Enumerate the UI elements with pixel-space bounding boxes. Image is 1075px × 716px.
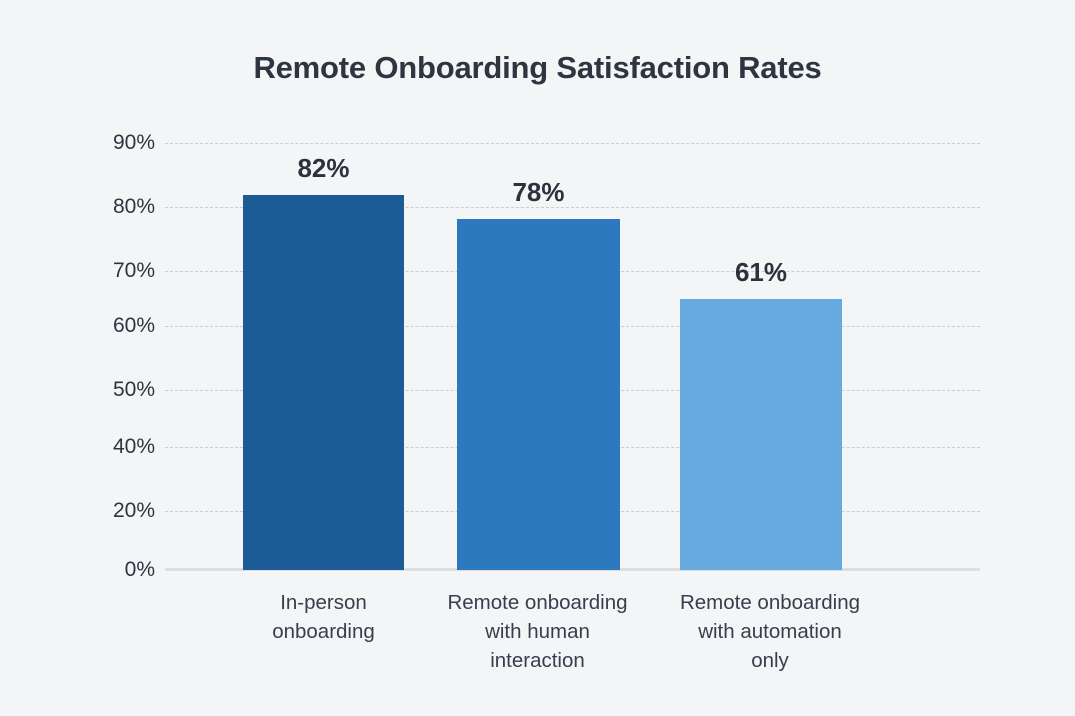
y-axis: 90% 80% 70% 60% 50% 40% 20% 0% [0, 131, 155, 581]
plot-area: 82% 78% 61% [165, 143, 980, 571]
x-category-label-2: Remote onboarding with automation only [679, 591, 861, 672]
x-category-label-0: In-person onboarding [272, 591, 375, 643]
bar-remote-with-human-interaction[interactable] [457, 219, 620, 570]
gridline-90 [165, 143, 980, 144]
y-tick-label: 80% [112, 195, 155, 218]
bar-value-label: 82% [297, 153, 350, 183]
gridline-80 [165, 207, 980, 208]
bar-remote-with-automation-only[interactable] [680, 299, 842, 570]
bar-value-label: 61% [734, 257, 788, 287]
x-category-label-1: Remote onboarding with human interaction [447, 591, 628, 672]
y-tick-label: 20% [112, 499, 155, 522]
y-tick-label: 50% [112, 378, 155, 401]
bar-value-label: 78% [512, 177, 565, 207]
y-tick-label: 70% [112, 259, 155, 282]
page-title: Remote Onboarding Satisfaction Rates [253, 50, 822, 85]
y-tick-label: 90% [112, 131, 155, 154]
y-tick-label: 0% [124, 558, 155, 581]
y-tick-label: 60% [112, 314, 155, 337]
bar-in-person-onboarding[interactable] [243, 195, 404, 570]
y-tick-label: 40% [112, 435, 155, 458]
